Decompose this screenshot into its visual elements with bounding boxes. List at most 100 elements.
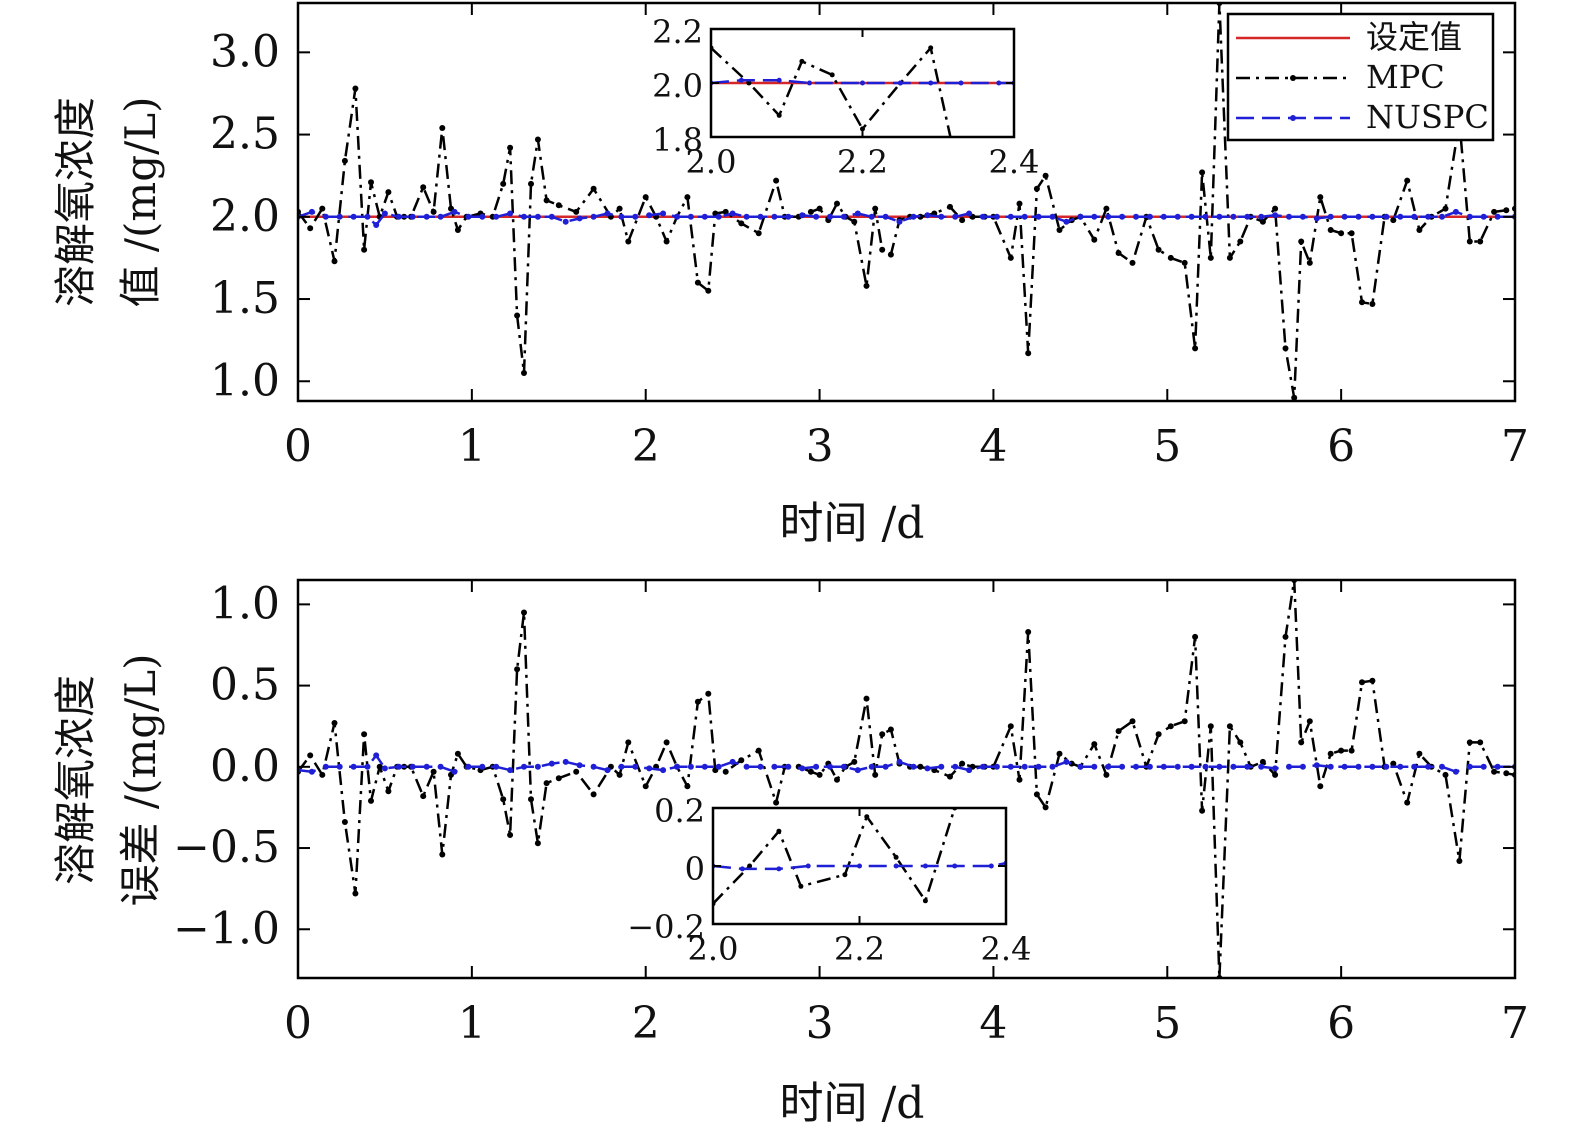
top-point	[1056, 227, 1063, 233]
bottom-point	[807, 768, 814, 775]
bottom-point	[1456, 858, 1463, 864]
bottom-point	[307, 752, 314, 759]
bottom-point	[705, 690, 712, 697]
top-point	[1442, 205, 1449, 212]
top-inset-point	[746, 80, 752, 86]
bottom-chart-axes: 0 1 2 3 4 5 6 7 −1.0 −0.5 0.0 0.5 1.0	[173, 578, 1529, 1049]
top-point	[618, 213, 625, 220]
bottom-point	[381, 765, 388, 772]
bottom-inset-line-0	[713, 808, 956, 905]
bottom-point	[336, 763, 343, 770]
legend-nuspc-label: NUSPC	[1366, 98, 1489, 136]
top-point	[924, 212, 931, 219]
bottom-point	[1181, 718, 1188, 725]
top-chart-xlabel: 时间 /d	[780, 498, 925, 549]
top-point	[1230, 213, 1237, 220]
bottom-point	[1146, 763, 1153, 770]
top-point	[1035, 213, 1042, 220]
bottom-series-mpc	[298, 580, 1515, 978]
top-point	[573, 208, 580, 215]
bottom-point	[1077, 763, 1084, 770]
top-point	[420, 184, 427, 191]
top-point	[1025, 350, 1032, 357]
bottom-point	[1230, 763, 1237, 770]
top-point	[887, 251, 894, 258]
top-point	[409, 213, 416, 220]
top-point	[1397, 213, 1404, 220]
bottom-point	[1237, 739, 1244, 746]
bottom-inset-point	[739, 866, 745, 872]
top-point	[1359, 299, 1365, 306]
top-inset-xtick-label: 2.0	[686, 143, 737, 181]
bottom-point	[1207, 723, 1214, 730]
top-point	[1216, 213, 1223, 220]
top-point	[1503, 207, 1510, 214]
bottom-point	[729, 758, 736, 765]
bottom-point	[674, 763, 680, 770]
top-point	[616, 205, 623, 212]
bottom-inset-point	[893, 854, 899, 860]
top-point	[1404, 177, 1411, 184]
bottom-point	[1404, 799, 1411, 806]
bottom-point	[773, 799, 780, 806]
top-point	[454, 227, 461, 233]
bottom-point	[507, 767, 514, 774]
top-point	[952, 213, 959, 220]
bottom-point	[1119, 763, 1126, 770]
bottom-point	[1383, 763, 1390, 770]
top-point	[1133, 213, 1139, 220]
bottom-point	[1258, 763, 1265, 770]
bottom-point	[308, 768, 315, 775]
top-point	[1348, 230, 1355, 237]
top-xtick-label: 6	[1327, 421, 1355, 472]
top-point	[1313, 215, 1320, 222]
top-point	[729, 210, 736, 217]
bottom-point	[1341, 763, 1348, 770]
bottom-point	[722, 768, 729, 775]
bottom-point	[437, 763, 444, 770]
top-point	[896, 218, 903, 225]
top-point	[993, 213, 1000, 220]
bottom-point	[1286, 763, 1292, 770]
legend-mpc-label: MPC	[1366, 58, 1445, 96]
bottom-point	[352, 890, 359, 897]
legend-mpc-marker	[1290, 75, 1296, 81]
top-point	[1160, 213, 1167, 220]
top-point	[1425, 213, 1432, 220]
bottom-point	[409, 763, 416, 770]
top-point	[1226, 254, 1233, 261]
top-point	[1063, 218, 1070, 225]
top-inset-ytick-label: 2.0	[652, 67, 703, 105]
bottom-inset-point	[988, 863, 994, 869]
bottom-point	[924, 765, 931, 772]
bottom-point	[1477, 739, 1484, 746]
top-point	[590, 185, 597, 192]
bottom-point	[1056, 750, 1063, 757]
top-ytick-label: 2.5	[210, 109, 280, 160]
top-point	[660, 210, 667, 217]
bottom-point	[660, 767, 667, 774]
top-point	[521, 213, 527, 220]
bottom-point	[479, 763, 486, 770]
bottom-point	[1466, 739, 1473, 746]
bottom-point	[576, 762, 583, 769]
top-inset-xtick-label: 2.2	[837, 143, 888, 181]
top-inset-point	[958, 80, 964, 86]
legend: 设定值 MPC NUSPC	[1226, 12, 1495, 142]
bottom-chart-panel: 0 1 2 3 4 5 6 7 −1.0 −0.5 0.0 0.5 1.0 溶解氧浓度 误差 /(mg/…	[51, 578, 1529, 1129]
bottom-point	[395, 763, 402, 770]
bottom-point	[863, 695, 870, 702]
bottom-point	[1272, 765, 1279, 772]
bottom-point	[1202, 763, 1209, 770]
bottom-inset-point	[776, 866, 782, 872]
bottom-point	[555, 775, 562, 782]
legend-nuspc-marker	[1290, 115, 1296, 121]
bottom-inset-xtick-label: 2.2	[834, 930, 885, 968]
bottom-point	[1397, 763, 1404, 770]
top-point	[1115, 250, 1122, 256]
bottom-point	[361, 731, 368, 738]
bottom-point	[1167, 723, 1174, 730]
bottom-xtick-label: 4	[979, 998, 1007, 1049]
bottom-point	[799, 765, 806, 772]
bottom-point	[420, 793, 427, 800]
